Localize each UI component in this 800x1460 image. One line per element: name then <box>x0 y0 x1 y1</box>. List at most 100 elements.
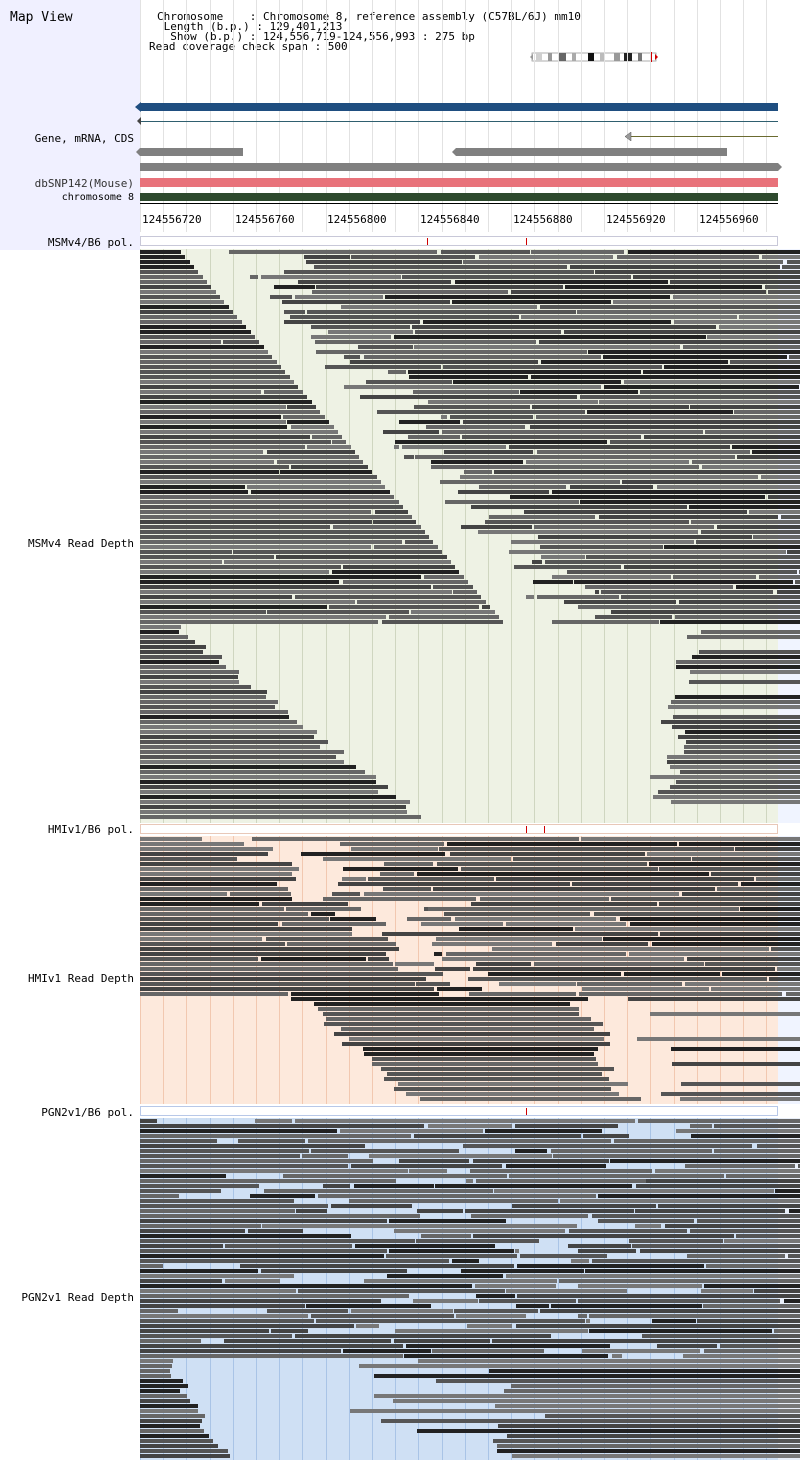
read-segment <box>421 922 503 926</box>
read-segment <box>364 1052 594 1056</box>
grid-line <box>674 1118 675 1460</box>
read-segment <box>512 1454 800 1458</box>
read-segment <box>295 295 383 299</box>
read-segment <box>383 430 439 434</box>
read-segment <box>295 1334 551 1338</box>
polymorphism-mark[interactable] <box>526 238 527 245</box>
read-segment <box>140 1129 337 1133</box>
read-segment <box>705 430 800 434</box>
read-segment <box>786 992 800 996</box>
read-segment <box>356 1324 379 1328</box>
read-segment <box>476 1294 515 1298</box>
grid-line <box>743 0 744 232</box>
read-segment <box>140 635 188 639</box>
read-segment <box>681 1082 800 1086</box>
read-segment <box>475 1284 556 1288</box>
track-label-pgn-pol: PGN2v1/B6 pol. <box>41 1106 134 1119</box>
read-segment <box>595 615 672 619</box>
read-segment <box>509 445 730 449</box>
read-segment <box>582 1349 700 1353</box>
gene-feature-bar[interactable] <box>140 103 778 111</box>
read-segment <box>526 460 689 464</box>
read-segment <box>697 1319 800 1323</box>
read-segment <box>283 415 325 419</box>
read-segment <box>140 250 181 254</box>
read-segment <box>689 505 800 509</box>
mrna-line[interactable] <box>140 121 778 122</box>
read-segment <box>343 1349 431 1353</box>
read-segment <box>374 545 438 549</box>
read-segment <box>417 1429 800 1433</box>
read-segment <box>140 1159 373 1163</box>
hmi-read-depth-panel[interactable] <box>140 836 800 1104</box>
read-segment <box>140 1454 230 1458</box>
cds-feature-3[interactable] <box>140 163 778 171</box>
read-segment <box>329 605 479 609</box>
read-segment <box>461 867 658 871</box>
read-segment <box>592 1214 800 1218</box>
read-segment <box>372 1057 596 1061</box>
read-segment <box>140 1209 295 1213</box>
read-segment <box>635 1209 785 1213</box>
read-segment <box>140 1279 222 1283</box>
pgn-polymorphism-bar[interactable] <box>140 1106 778 1116</box>
read-segment <box>515 1124 618 1128</box>
gene-transcript-line[interactable] <box>630 136 778 137</box>
read-segment <box>705 962 800 966</box>
polymorphism-mark[interactable] <box>544 826 545 833</box>
grid-line <box>627 1118 628 1460</box>
read-segment <box>506 1164 606 1168</box>
read-segment <box>140 1254 384 1258</box>
msm-read-depth-panel[interactable] <box>140 249 800 823</box>
read-segment <box>428 400 598 404</box>
polymorphism-mark[interactable] <box>427 238 428 245</box>
read-segment <box>140 590 452 594</box>
read-segment <box>775 1189 800 1193</box>
read-segment <box>660 620 800 624</box>
polymorphism-mark[interactable] <box>526 1108 527 1115</box>
grid-line <box>604 0 605 232</box>
read-segment <box>689 680 800 684</box>
read-segment <box>140 265 194 269</box>
hmi-polymorphism-bar[interactable] <box>140 824 778 834</box>
msm-polymorphism-bar[interactable] <box>140 236 778 246</box>
read-segment <box>140 335 255 339</box>
read-segment <box>494 1189 774 1193</box>
cds-feature-1[interactable] <box>140 148 243 156</box>
read-segment <box>140 1319 314 1323</box>
cds-feature-2[interactable] <box>456 148 727 156</box>
read-segment <box>506 1289 627 1293</box>
pgn-read-depth-panel[interactable] <box>140 1118 800 1460</box>
read-segment <box>551 1149 712 1153</box>
read-segment <box>140 410 320 414</box>
read-segment <box>531 375 800 379</box>
chromosome-bar[interactable] <box>140 193 778 201</box>
chromosome-ideogram-icon[interactable] <box>528 51 660 63</box>
read-segment <box>338 882 570 886</box>
read-segment <box>409 1169 447 1173</box>
dbsnp-track-bar[interactable] <box>140 178 778 187</box>
read-segment <box>140 1189 221 1193</box>
read-segment <box>364 1279 557 1283</box>
read-segment <box>358 345 413 349</box>
read-segment <box>493 1439 800 1443</box>
read-segment <box>140 755 336 759</box>
polymorphism-mark[interactable] <box>526 826 527 833</box>
read-segment <box>140 810 407 814</box>
read-segment <box>315 340 536 344</box>
read-segment <box>140 1419 202 1423</box>
read-segment <box>140 390 261 394</box>
read-segment <box>140 510 371 514</box>
grid-line <box>465 0 466 232</box>
read-segment <box>517 1294 800 1298</box>
read-segment <box>140 490 248 494</box>
grid-line <box>442 0 443 232</box>
read-segment <box>140 730 317 734</box>
read-segment <box>140 685 251 689</box>
read-segment <box>687 1254 785 1258</box>
read-segment <box>630 922 800 926</box>
grid-line <box>186 0 187 232</box>
read-segment <box>140 310 233 314</box>
read-segment <box>556 942 648 946</box>
read-segment <box>291 465 368 469</box>
